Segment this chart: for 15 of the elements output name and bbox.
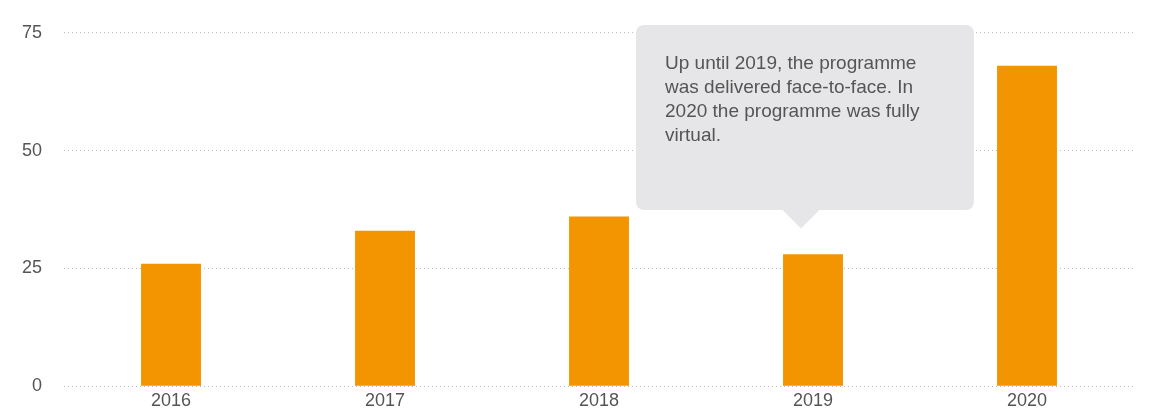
bar [569, 216, 629, 386]
annotation: Up until 2019, the programme was delivered face-to-face. In 2020 the programme was fully virtual. [665, 51, 921, 147]
bar [141, 263, 201, 386]
y-tick-label: 25 [21, 257, 43, 278]
x-tick-label: 2016 [151, 389, 192, 410]
bar [355, 230, 415, 386]
x-tick-label: 2019 [792, 389, 834, 410]
x-tick-label: 2020 [1006, 389, 1048, 410]
y-tick-label: 75 [21, 21, 43, 42]
bar [997, 65, 1057, 386]
bar [783, 254, 843, 386]
x-tick-label: 2018 [578, 389, 620, 410]
y-tick-label: 50 [21, 139, 43, 160]
y-tick-label: 0 [32, 375, 43, 396]
x-tick-label: 2017 [364, 389, 406, 410]
